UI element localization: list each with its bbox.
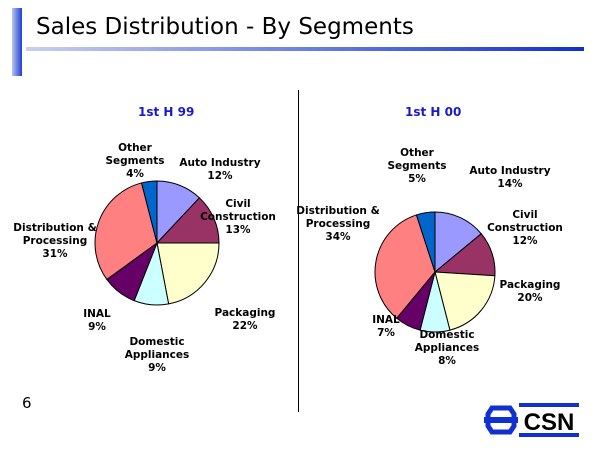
slice-label: Auto Industry 12% <box>175 157 265 183</box>
slice-category: Distribution & Processing <box>13 222 97 247</box>
slice-percent: 20% <box>517 292 543 304</box>
page-number: 6 <box>22 394 32 412</box>
slice-percent: 4% <box>126 168 144 180</box>
slice-category: Other Segments <box>387 147 447 172</box>
slice-category: Auto Industry <box>469 165 551 177</box>
chart-divider <box>298 90 299 412</box>
slice-label: Distribution & Processing 34% <box>293 205 383 244</box>
slice-label: Other Segments 5% <box>372 147 462 186</box>
slice-percent: 12% <box>512 235 538 247</box>
pie-slice-2-0 <box>434 211 482 274</box>
slice-category: INAL <box>372 314 400 326</box>
slice-label: Domestic Appliances 8% <box>402 329 492 368</box>
slice-category: Domestic Appliances <box>414 329 480 354</box>
chart-title-1: 1st H 99 <box>138 105 195 119</box>
pie-slice-2-6 <box>415 211 436 273</box>
slice-percent: 9% <box>148 362 166 374</box>
slice-percent: 12% <box>207 170 233 182</box>
pie-slice-1-6 <box>140 180 158 244</box>
slice-label: Domestic Appliances 9% <box>112 336 202 375</box>
slice-category: Auto Industry <box>179 157 261 169</box>
slice-label: Civil Construction 13% <box>193 198 283 237</box>
slice-percent: 9% <box>88 321 106 333</box>
pie-slice-2-2 <box>434 271 496 331</box>
slice-percent: 8% <box>438 355 456 367</box>
slice-label: Civil Construction 12% <box>480 209 570 248</box>
slice-percent: 31% <box>42 248 68 260</box>
chart-title-2: 1st H 00 <box>405 105 462 119</box>
pie-slice-2-5 <box>374 214 436 319</box>
slice-label: Packaging 20% <box>485 279 575 305</box>
logo-text: CSN <box>524 409 575 436</box>
csn-logo: CSN <box>484 403 579 437</box>
slice-label: Other Segments 4% <box>90 142 180 181</box>
slice-percent: 14% <box>497 178 523 190</box>
pie-slice-1-2 <box>156 242 220 305</box>
slice-percent: 34% <box>325 231 351 243</box>
slice-category: Civil Construction <box>487 209 563 234</box>
slice-category: Domestic Appliances <box>124 336 190 361</box>
slice-label: Packaging 22% <box>200 307 290 333</box>
slice-label: Distribution & Processing 31% <box>10 222 100 261</box>
slice-category: Distribution & Processing <box>296 205 380 230</box>
slice-percent: 13% <box>225 224 251 236</box>
slice-label: INAL 9% <box>52 308 142 334</box>
slice-label: Auto Industry 14% <box>465 165 555 191</box>
slice-percent: 7% <box>377 327 395 339</box>
slice-category: Packaging <box>214 307 276 319</box>
slice-percent: 22% <box>232 320 258 332</box>
slice-percent: 5% <box>408 173 426 185</box>
pie-slice-1-5 <box>94 182 158 281</box>
page-title: Sales Distribution - By Segments <box>36 14 414 40</box>
slice-label: INAL 7% <box>341 314 431 340</box>
slice-category: Other Segments <box>105 142 165 167</box>
title-underline <box>26 47 584 51</box>
slice-category: INAL <box>83 308 111 320</box>
slice-category: Civil Construction <box>200 198 276 223</box>
title-accent-bar <box>12 8 22 76</box>
slice-category: Packaging <box>499 279 561 291</box>
